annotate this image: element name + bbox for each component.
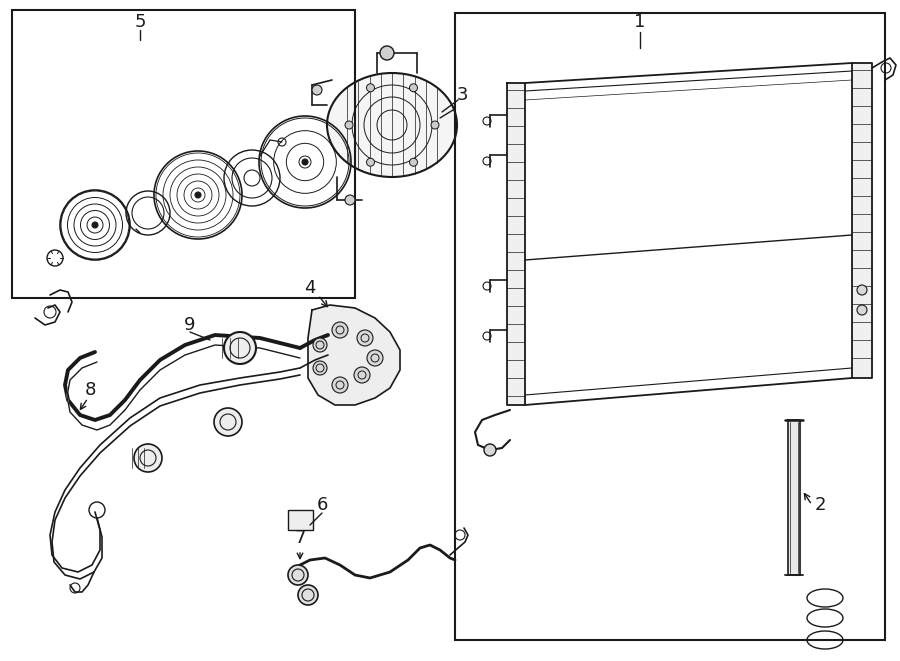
- Text: 7: 7: [294, 529, 306, 547]
- Circle shape: [484, 444, 496, 456]
- Text: 1: 1: [634, 13, 645, 31]
- Circle shape: [345, 121, 353, 129]
- Circle shape: [195, 192, 201, 198]
- Circle shape: [298, 585, 318, 605]
- Circle shape: [431, 121, 439, 129]
- Circle shape: [313, 338, 327, 352]
- Circle shape: [345, 195, 355, 205]
- Circle shape: [224, 332, 256, 364]
- Circle shape: [410, 84, 418, 92]
- Circle shape: [214, 408, 242, 436]
- Polygon shape: [788, 420, 800, 575]
- Text: 8: 8: [85, 381, 95, 399]
- Bar: [455, 13, 885, 640]
- Bar: [288, 510, 313, 530]
- Text: 2: 2: [814, 496, 826, 514]
- Circle shape: [366, 84, 374, 92]
- Circle shape: [332, 377, 348, 393]
- Polygon shape: [308, 305, 400, 405]
- Circle shape: [357, 330, 373, 346]
- Text: 4: 4: [304, 279, 316, 297]
- Text: 5: 5: [134, 13, 146, 31]
- Circle shape: [366, 158, 374, 166]
- Text: 3: 3: [456, 86, 468, 104]
- Ellipse shape: [327, 73, 457, 177]
- Circle shape: [288, 565, 308, 585]
- Circle shape: [313, 361, 327, 375]
- Bar: [12, 10, 355, 298]
- Circle shape: [354, 367, 370, 383]
- Text: 9: 9: [184, 316, 196, 334]
- Circle shape: [410, 158, 418, 166]
- Circle shape: [312, 85, 322, 95]
- Circle shape: [302, 159, 308, 165]
- Polygon shape: [507, 83, 525, 405]
- Circle shape: [857, 285, 867, 295]
- Circle shape: [134, 444, 162, 472]
- Circle shape: [380, 46, 394, 60]
- Circle shape: [857, 305, 867, 315]
- Circle shape: [92, 222, 98, 228]
- Polygon shape: [852, 63, 872, 378]
- Circle shape: [332, 322, 348, 338]
- Text: 6: 6: [316, 496, 328, 514]
- Circle shape: [367, 350, 383, 366]
